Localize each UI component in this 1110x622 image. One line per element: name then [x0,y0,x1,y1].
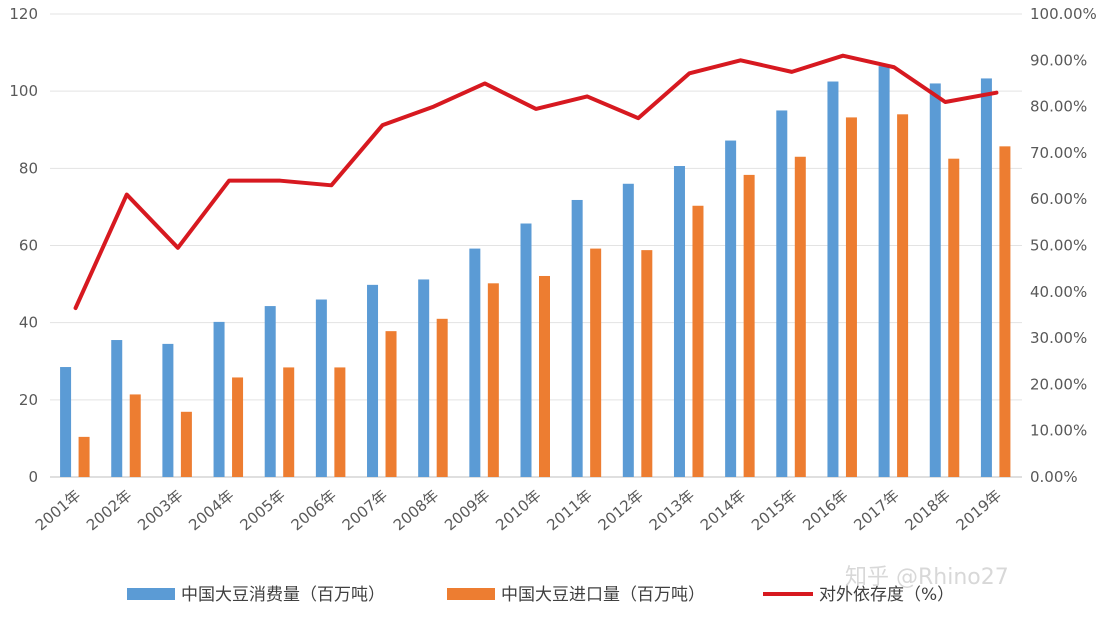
bar-consumption [367,284,379,477]
bar-consumption [673,166,685,478]
x-tick-label: 2001年 [32,486,84,534]
y-tick-label: 40 [19,314,38,332]
legend-swatch [447,588,495,600]
y-tick-label: 60 [19,237,38,255]
bar-consumption [418,279,430,477]
x-tick-label: 2016年 [799,486,851,534]
bar-consumption [520,223,532,477]
x-tick-label: 2017年 [850,486,902,534]
y2-tick-label: 30.00% [1030,329,1087,347]
y2-tick-label: 80.00% [1030,98,1087,116]
watermark: 知乎 @Rhino27 [845,565,1009,590]
bar-consumption [622,183,634,477]
bar-import [897,114,909,478]
x-tick-label: 2013年 [646,486,698,534]
x-tick-label: 2014年 [697,486,749,534]
bar-import [794,156,806,477]
bar-import [232,377,244,477]
bar-import [590,248,602,477]
x-tick-label: 2011年 [543,486,595,534]
legend: 中国大豆消费量（百万吨） 中国大豆进口量（百万吨） 对外依存度（%） [127,585,954,605]
bar-import [180,411,192,477]
x-tick-label: 2019年 [953,486,1005,534]
y2-tick-label: 100.00% [1030,5,1097,23]
legend-label: 中国大豆消费量（百万吨） [181,585,385,605]
bar-import [436,318,448,477]
x-tick-label: 2018年 [902,486,954,534]
x-tick-label: 2015年 [748,486,800,534]
y-tick-label: 120 [9,5,38,23]
x-tick-label: 2002年 [83,486,135,534]
legend-label: 中国大豆进口量（百万吨） [501,585,705,605]
bar-consumption [776,110,788,477]
bar-import [692,205,704,478]
y2-tick-label: 20.00% [1030,375,1087,393]
bar-consumption [725,140,737,477]
bar-consumption [980,78,992,477]
x-tick-label: 2006年 [288,486,340,534]
bar-consumption [469,248,481,477]
bar-consumption [162,343,174,477]
dependency-line-path [73,53,999,311]
gridlines [50,13,1022,478]
y2-tick-label: 50.00% [1030,237,1087,255]
bar-import [129,394,141,477]
y2-tick-label: 0.00% [1030,468,1078,486]
bar-import [845,117,857,478]
x-tick-label: 2008年 [390,486,442,534]
bar-consumption [827,81,839,477]
bar-import [641,250,653,477]
bar-consumption [264,306,276,477]
bar-consumption [571,199,583,477]
x-tick-label: 2010年 [492,486,544,534]
bars [60,66,1011,478]
legend-label: 对外依存度（%） [819,585,954,605]
bar-import [999,146,1011,478]
bar-consumption [929,83,941,477]
bar-consumption [111,340,123,477]
y-tick-label: 0 [28,468,38,486]
x-tick-label: 2007年 [339,486,391,534]
y2-tick-label: 60.00% [1030,190,1087,208]
bar-consumption [315,299,327,477]
bar-import [385,331,397,477]
dependency-line [73,53,999,311]
y2-tick-label: 70.00% [1030,144,1087,162]
y2-tick-label: 10.00% [1030,422,1087,440]
bar-import [78,436,90,477]
x-tick-label: 2004年 [185,486,237,534]
bar-import [743,174,755,477]
y-tick-label: 100 [9,82,38,100]
x-tick-label: 2003年 [134,486,186,534]
bar-import [539,275,550,477]
bar-consumption [878,66,890,478]
bar-import [948,158,960,477]
x-tick-label: 2012年 [595,486,647,534]
bar-import [283,367,295,477]
x-tick-label: 2005年 [236,486,288,534]
y2-tick-label: 40.00% [1030,283,1087,301]
y-tick-label: 80 [19,159,38,177]
y-tick-label: 20 [19,391,38,409]
bar-consumption [60,367,72,477]
x-tick-label: 2009年 [441,486,493,534]
y2-tick-label: 90.00% [1030,51,1087,69]
legend-swatch [127,588,175,600]
bar-consumption [213,321,225,477]
bar-import [334,367,346,477]
bar-import [487,283,499,477]
